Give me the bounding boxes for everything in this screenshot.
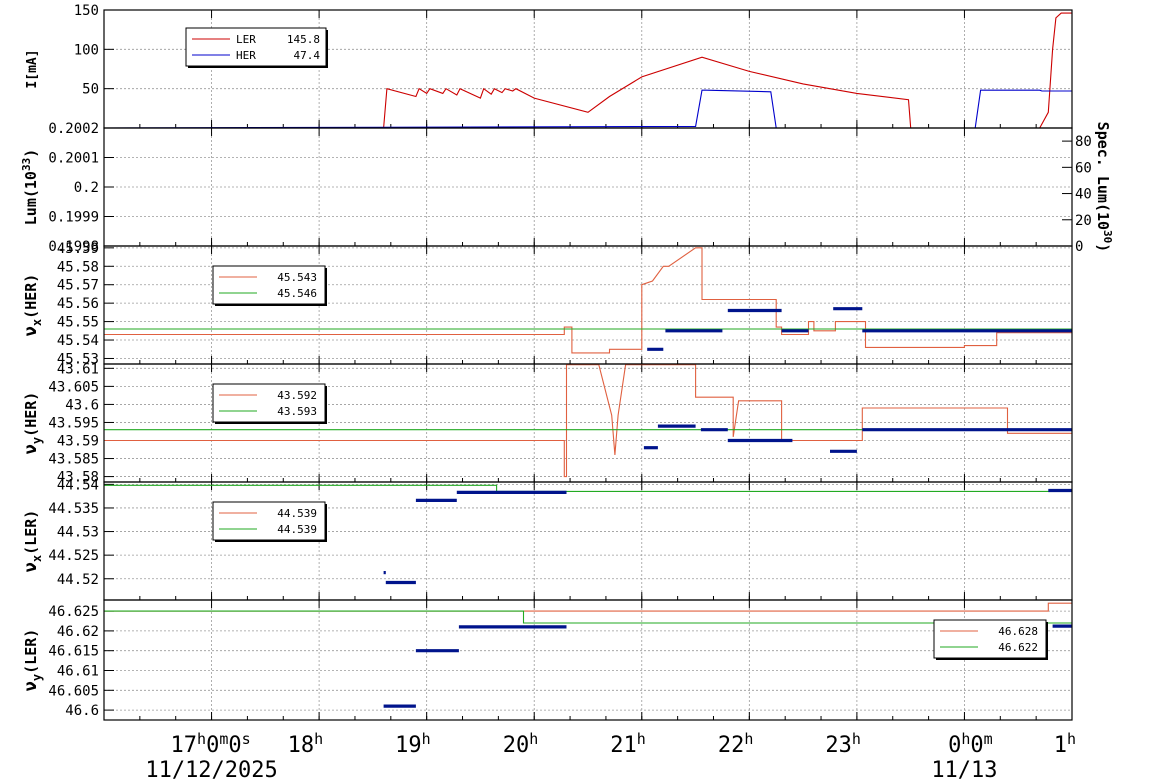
legend-series-name: HER bbox=[236, 49, 256, 62]
y-axis-label: νy(LER) bbox=[21, 629, 44, 692]
y-tick-label: 45.55 bbox=[57, 315, 99, 331]
y-tick-label: 0.2002 bbox=[48, 121, 99, 137]
y-tick-label: 45.58 bbox=[57, 259, 99, 275]
legend-box bbox=[212, 501, 326, 541]
y-tick-label: 150 bbox=[74, 3, 99, 19]
y-tick-label: 0.2001 bbox=[48, 151, 99, 167]
right-y-tick-label: 40 bbox=[1075, 187, 1092, 203]
legend-value: 44.539 bbox=[277, 523, 317, 536]
panel-lum: 0.1998 0.1999 0.2 0.2001 0.2002 0 20 40 60 80 Spec… bbox=[20, 121, 1114, 255]
legend-box bbox=[185, 27, 327, 67]
time-tick-label: 23h bbox=[825, 730, 861, 758]
panel-frame bbox=[103, 599, 1073, 721]
legend-value: 43.593 bbox=[277, 405, 317, 418]
y-tick-label: 45.53 bbox=[57, 351, 99, 367]
y-tick-label: 44.52 bbox=[57, 572, 99, 588]
right-axis-label: Spec. Lum(1030) bbox=[1094, 122, 1114, 253]
y-tick-label: 0.1999 bbox=[48, 210, 99, 226]
y-tick-label: 43.61 bbox=[57, 361, 99, 377]
time-tick-label: 20h bbox=[503, 730, 539, 758]
right-y-tick-label: 60 bbox=[1075, 160, 1092, 176]
legend-box bbox=[933, 619, 1047, 659]
y-tick-label: 44.53 bbox=[57, 525, 99, 541]
legend-value: 44.539 bbox=[277, 507, 317, 520]
series-group bbox=[104, 602, 1072, 708]
date-label: 11/13 bbox=[931, 758, 997, 782]
panel-nuy_her: 43.58 43.585 43.59 43.595 43.6 43.605 43.61 νy(… bbox=[21, 361, 1073, 486]
y-tick-label: 46.6 bbox=[65, 703, 99, 719]
y-tick-label: 45.56 bbox=[57, 296, 99, 312]
series-group bbox=[104, 364, 1072, 478]
y-tick-label: 44.535 bbox=[48, 501, 99, 517]
series-line bbox=[104, 364, 1072, 478]
y-tick-label: 46.605 bbox=[48, 683, 99, 699]
y-tick-label: 43.605 bbox=[48, 379, 99, 395]
y-tick-label: 43.6 bbox=[65, 397, 99, 413]
legend-value: 46.628 bbox=[998, 625, 1038, 638]
y-axis-label: νy(HER) bbox=[21, 392, 44, 455]
legend-value: 45.546 bbox=[277, 287, 317, 300]
date-label: 11/12/2025 bbox=[145, 758, 277, 782]
y-tick-label: 46.615 bbox=[48, 644, 99, 660]
y-tick-label: 50 bbox=[82, 82, 99, 98]
time-tick-label: 17h0m0s bbox=[171, 730, 251, 758]
series-group bbox=[104, 247, 1072, 354]
panel-nux_ler: 44.52 44.525 44.53 44.535 44.54 νx(LER) 44.539… bbox=[21, 477, 1073, 601]
y-tick-label: 44.54 bbox=[57, 477, 99, 493]
time-tick-label: 21h bbox=[610, 730, 646, 758]
right-y-tick-label: 20 bbox=[1075, 213, 1092, 229]
panel-nux_her: 45.53 45.54 45.55 45.56 45.57 45.58 45.59 νx(HE… bbox=[21, 241, 1073, 367]
y-tick-label: 43.595 bbox=[48, 415, 99, 431]
series-line bbox=[104, 610, 1072, 624]
y-axis-label: I[mA] bbox=[25, 49, 40, 88]
series-line bbox=[104, 247, 1072, 354]
y-tick-label: 43.59 bbox=[57, 434, 99, 450]
time-tick-label: 1h bbox=[1054, 730, 1076, 758]
y-tick-label: 100 bbox=[74, 42, 99, 58]
legend-box bbox=[212, 265, 326, 305]
y-axis-label: νx(LER) bbox=[21, 510, 44, 573]
y-axis-label: νx(HER) bbox=[21, 274, 44, 337]
y-tick-label: 46.62 bbox=[57, 624, 99, 640]
y-tick-label: 44.525 bbox=[48, 548, 99, 564]
series-group bbox=[104, 484, 1072, 585]
legend-value: 45.543 bbox=[277, 271, 317, 284]
y-tick-label: 0.2 bbox=[74, 180, 99, 196]
series-line bbox=[104, 602, 1072, 612]
y-tick-label: 43.58 bbox=[57, 470, 99, 486]
y-tick-label: 46.625 bbox=[48, 604, 99, 620]
right-y-tick-label: 80 bbox=[1075, 134, 1092, 150]
right-y-tick-label: 0 bbox=[1075, 239, 1083, 255]
legend-value: 46.622 bbox=[998, 641, 1038, 654]
y-tick-label: 45.59 bbox=[57, 241, 99, 257]
series-line bbox=[104, 484, 1072, 492]
time-axis: 17h0m0s 18h 19h 20h 21h 22h 23h 0h0m 1h 11/12/202… bbox=[145, 730, 1076, 782]
legend-value: 145.8 bbox=[287, 33, 320, 46]
legend-box bbox=[212, 383, 326, 423]
legend-value: 43.592 bbox=[277, 389, 317, 402]
legend-value: 47.4 bbox=[294, 49, 321, 62]
series-line-ler bbox=[104, 12, 1072, 128]
y-axis-label: Lum(1033) bbox=[20, 149, 40, 225]
legend-series-name: LER bbox=[236, 33, 256, 46]
time-tick-label: 0h0m bbox=[948, 730, 993, 758]
time-tick-label: 19h bbox=[395, 730, 431, 758]
panel-current: 50 100 150 I[mA] LER 145.8 HER 47.4 bbox=[25, 3, 1073, 129]
series-group bbox=[104, 12, 1072, 128]
y-tick-label: 0.1998 bbox=[48, 239, 99, 255]
y-tick-label: 45.54 bbox=[57, 333, 99, 349]
y-tick-label: 46.61 bbox=[57, 663, 99, 679]
series-line-her bbox=[104, 89, 1072, 128]
y-tick-label: 45.57 bbox=[57, 278, 99, 294]
time-tick-label: 22h bbox=[718, 730, 754, 758]
y-tick-label: 43.585 bbox=[48, 452, 99, 468]
time-tick-label: 18h bbox=[288, 730, 324, 758]
